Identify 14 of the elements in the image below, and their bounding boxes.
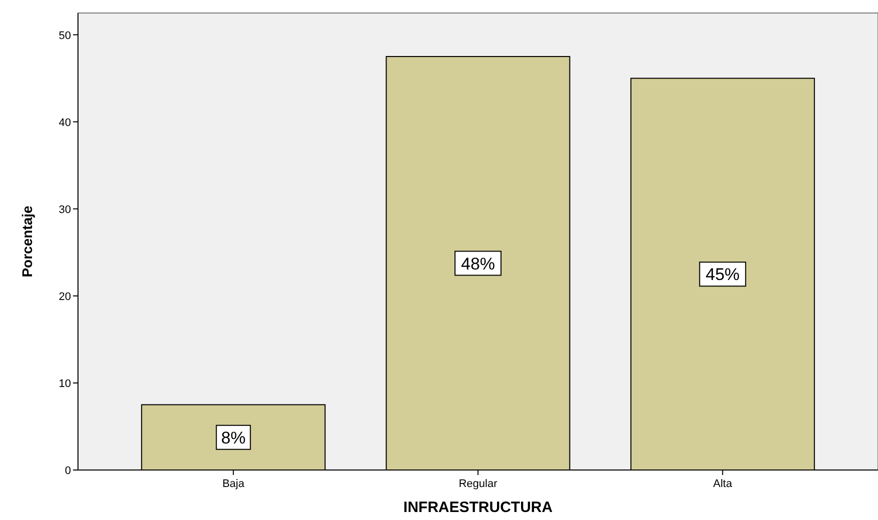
x-tick-label: Baja (222, 478, 246, 490)
data-label: 8% (221, 428, 246, 448)
y-tick-label: 50 (58, 30, 71, 42)
y-tick-label: 0 (64, 465, 71, 477)
x-axis-title: INFRAESTRUCTURA (403, 499, 553, 516)
y-axis-title: Porcentaje (19, 205, 35, 278)
y-tick-label: 40 (58, 116, 71, 129)
y-tick-label: 30 (58, 204, 71, 216)
y-tick-label: 10 (58, 378, 71, 390)
x-tick-label: Regular (458, 478, 498, 490)
y-tick-label: 20 (58, 290, 71, 303)
data-label: 45% (706, 265, 740, 284)
x-tick-label: Alta (713, 478, 733, 490)
data-label: 48% (460, 254, 496, 274)
